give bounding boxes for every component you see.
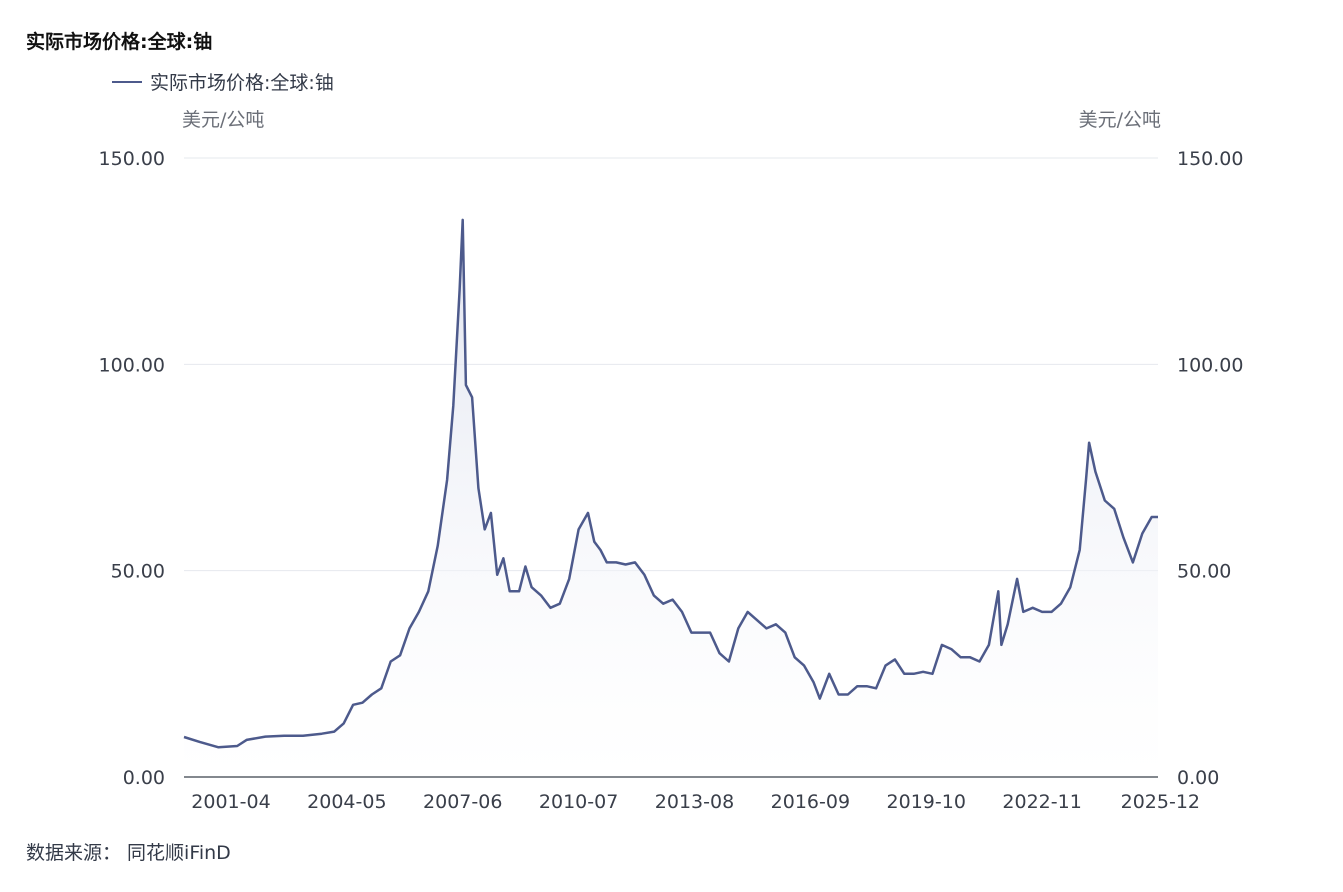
right-y-tick-label: 50.00: [1177, 561, 1231, 583]
left-y-tick-label: 50.00: [111, 561, 165, 583]
left-axis-unit: 美元/公吨: [182, 109, 265, 131]
left-y-tick-label: 150.00: [99, 148, 165, 170]
right-y-axis: 0.00 50.00 100.00 150.00: [1177, 148, 1243, 789]
x-tick-label: 2001-04: [191, 791, 270, 813]
left-y-tick-label: 0.00: [123, 767, 165, 789]
x-axis: 2001-04 2004-05 2007-06 2010-07 2013-08 2016-…: [191, 791, 1200, 813]
x-tick-label: 2007-06: [423, 791, 502, 813]
right-y-tick-label: 100.00: [1177, 354, 1243, 376]
left-y-tick-label: 100.00: [99, 354, 165, 376]
x-tick-label: 2019-10: [887, 791, 966, 813]
x-tick-label: 2025-12: [1121, 791, 1200, 813]
right-y-tick-label: 150.00: [1177, 148, 1243, 170]
x-tick-label: 2016-09: [771, 791, 850, 813]
right-y-tick-label: 0.00: [1177, 767, 1219, 789]
x-tick-label: 2004-05: [307, 791, 386, 813]
legend[interactable]: 实际市场价格:全球:铀: [112, 68, 334, 95]
legend-line-icon: [112, 80, 142, 83]
x-tick-label: 2013-08: [655, 791, 734, 813]
x-tick-label: 2010-07: [539, 791, 618, 813]
gridlines: [184, 157, 1158, 572]
right-axis-unit: 美元/公吨: [1078, 109, 1161, 131]
chart-title: 实际市场价格:全球:铀: [26, 31, 213, 53]
data-source: 数据来源： 同花顺iFinD: [26, 842, 231, 864]
series-area: [184, 219, 1158, 777]
series-line[interactable]: [183, 218, 1158, 749]
x-tick-label: 2022-11: [1002, 791, 1081, 813]
legend-label: 实际市场价格:全球:铀: [150, 72, 334, 94]
left-y-axis: 0.00 50.00 100.00 150.00: [99, 148, 165, 789]
